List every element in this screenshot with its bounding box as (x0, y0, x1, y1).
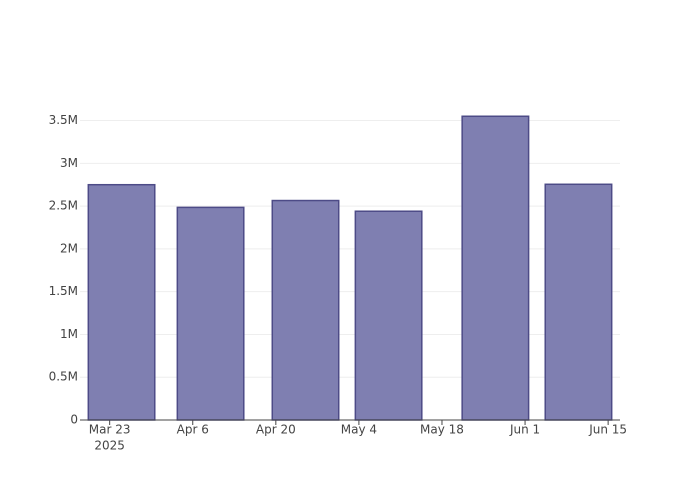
bar (176, 206, 245, 421)
y-tick-label: 1M (60, 327, 78, 341)
x-year-label: 2025 (94, 439, 125, 453)
y-tick-label: 1.5M (49, 284, 78, 298)
x-tick-label: May 18 (420, 423, 464, 437)
x-tick-label: May 4 (341, 423, 377, 437)
bar (87, 183, 156, 421)
y-tick-label: 2.5M (49, 199, 78, 213)
y-tick-label: 2M (60, 241, 78, 255)
x-tick-label: Jun 1 (509, 423, 540, 437)
bar (354, 210, 423, 421)
y-tick-label: 0 (70, 413, 78, 427)
bar (271, 199, 340, 421)
x-tick-label: Mar 23 (89, 423, 131, 437)
bar (544, 183, 613, 421)
x-tick-label: Jun 15 (588, 423, 627, 437)
y-tick-label: 3.5M (49, 113, 78, 127)
x-tick-label: Apr 6 (177, 423, 209, 437)
bar (461, 115, 530, 421)
y-tick-label: 3M (60, 156, 78, 170)
x-tick-label: Apr 20 (256, 423, 296, 437)
y-tick-label: 0.5M (49, 370, 78, 384)
